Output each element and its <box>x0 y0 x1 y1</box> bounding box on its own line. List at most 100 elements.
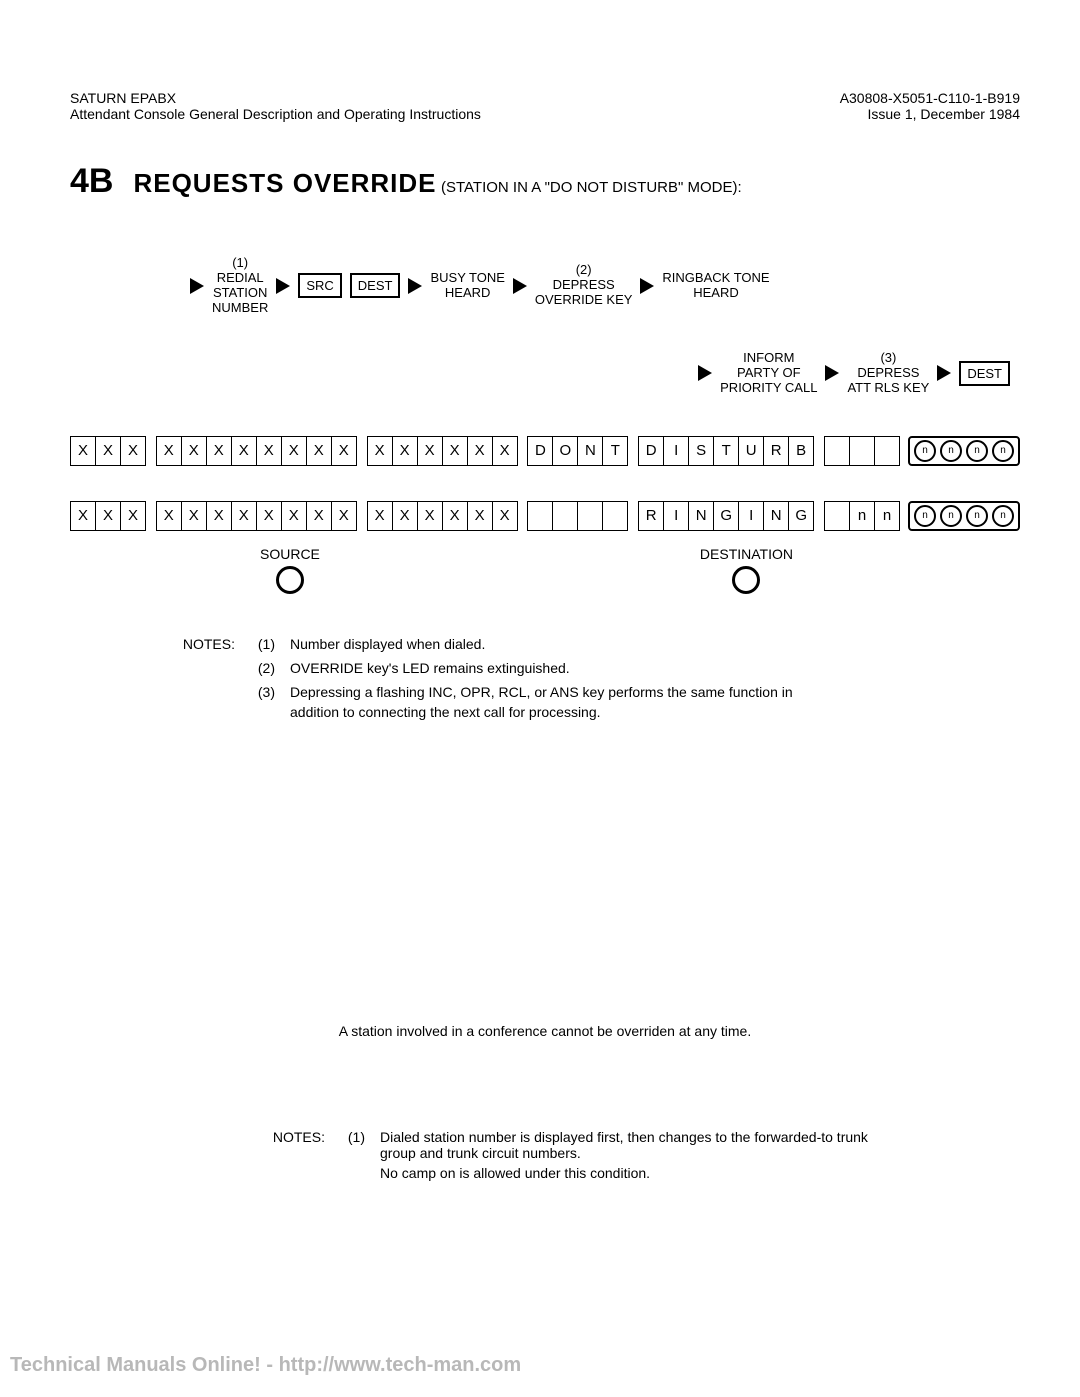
note-number <box>340 1165 365 1181</box>
step2-num: (2) <box>535 263 633 278</box>
watermark-text: Technical Manuals Online! - http://www.t… <box>10 1354 521 1377</box>
mid-note: A station involved in a conference canno… <box>70 1023 1020 1039</box>
display-cell: O <box>552 436 577 466</box>
display-cell: X <box>231 436 256 466</box>
display-cell: X <box>417 436 442 466</box>
display-cell: X <box>442 501 467 531</box>
display-cell: X <box>256 501 281 531</box>
arrow-icon <box>825 365 839 381</box>
source-label: SOURCE <box>260 546 320 562</box>
display-cell: X <box>306 501 331 531</box>
header-left-2: Attendant Console General Description an… <box>70 106 481 122</box>
display-cell: X <box>492 501 518 531</box>
footer-notes: NOTES:(1)Dialed station number is displa… <box>255 1129 1020 1181</box>
step3-l2: ATT RLS KEY <box>847 381 929 396</box>
lamp-icon: n <box>914 440 936 462</box>
dest-box-2: DEST <box>959 361 1010 386</box>
display-cell: X <box>331 501 357 531</box>
note-number: (1) <box>340 1129 365 1161</box>
display-cell: I <box>663 501 688 531</box>
step1-num: (1) <box>212 256 268 271</box>
section-title: REQUESTS OVERRIDE <box>133 168 436 198</box>
display-cell: G <box>713 501 738 531</box>
display-cell: X <box>95 501 120 531</box>
lamp-icon: n <box>966 440 988 462</box>
header-left-1: SATURN EPABX <box>70 90 481 106</box>
display-cell: X <box>492 436 518 466</box>
inform-l2: PARTY OF <box>720 366 817 381</box>
busy-l2: HEARD <box>430 286 504 301</box>
arrow-icon <box>190 278 204 294</box>
ring-l1: RINGBACK TONE <box>662 271 769 286</box>
display-cell: X <box>181 436 206 466</box>
display-cell: X <box>467 436 492 466</box>
display-cell: X <box>206 436 231 466</box>
notes-label <box>255 1165 325 1181</box>
arrow-icon <box>408 278 422 294</box>
display-cell: X <box>281 436 306 466</box>
note-text: Depressing a flashing INC, OPR, RCL, or … <box>290 682 810 723</box>
step2-l2: OVERRIDE KEY <box>535 293 633 308</box>
section-number: 4B <box>70 162 113 201</box>
busy-l1: BUSY TONE <box>430 271 504 286</box>
display-cell: R <box>763 436 788 466</box>
notes-label <box>165 658 235 678</box>
header-right-1: A30808-X5051-C110-1-B919 <box>840 90 1020 106</box>
lamp-group: nnnn <box>908 501 1020 531</box>
page-header: SATURN EPABX Attendant Console General D… <box>70 90 1020 122</box>
display-cell: X <box>392 436 417 466</box>
note-text: No camp on is allowed under this conditi… <box>380 1165 900 1181</box>
destination-indicator-icon <box>732 566 760 594</box>
section-title-row: 4B REQUESTS OVERRIDE (STATION IN A "DO N… <box>70 162 1020 201</box>
display-cell: D <box>527 436 552 466</box>
display-cell: X <box>306 436 331 466</box>
note-number: (1) <box>250 634 275 654</box>
step1-l2: STATION <box>212 286 268 301</box>
note-text: Dialed station number is displayed first… <box>380 1129 900 1161</box>
inform-l1: INFORM <box>720 351 817 366</box>
arrow-icon <box>937 365 951 381</box>
display-cell: N <box>688 501 713 531</box>
display-cell <box>602 501 628 531</box>
display-cell: X <box>206 501 231 531</box>
display-row-1: XXXXXXXXXXXXXXXXXDONTDISTURBnnnn <box>70 436 1020 466</box>
display-cell: X <box>281 501 306 531</box>
display-cell: X <box>417 501 442 531</box>
display-cell: n <box>874 501 900 531</box>
step3-l1: DEPRESS <box>847 366 929 381</box>
step1-l3: NUMBER <box>212 301 268 316</box>
display-cell: X <box>120 501 146 531</box>
display-cell <box>824 436 849 466</box>
display-cell: X <box>367 436 392 466</box>
display-cell <box>577 501 602 531</box>
display-cell: X <box>120 436 146 466</box>
display-cell: N <box>763 501 788 531</box>
notes-block: NOTES:(1)Number displayed when dialed.(2… <box>165 634 1020 723</box>
display-cell: G <box>788 501 814 531</box>
destination-label: DESTINATION <box>700 546 793 562</box>
flow-diagram: (1) REDIAL STATION NUMBER SRC DEST BUSY … <box>190 256 1020 396</box>
display-cell: N <box>577 436 602 466</box>
display-cell: X <box>467 501 492 531</box>
display-cell: X <box>156 436 181 466</box>
display-block: XXXXXXXXXXXXXXXXXDONTDISTURBnnnn XXXXXXX… <box>70 436 1020 594</box>
lamp-icon: n <box>914 505 936 527</box>
arrow-icon <box>640 278 654 294</box>
lamp-group: nnnn <box>908 436 1020 466</box>
display-cell: X <box>256 436 281 466</box>
display-cell: X <box>231 501 256 531</box>
display-cell: T <box>713 436 738 466</box>
arrow-icon <box>276 278 290 294</box>
arrow-icon <box>513 278 527 294</box>
notes-label <box>165 682 235 723</box>
display-cell: U <box>738 436 763 466</box>
lamp-icon: n <box>940 440 962 462</box>
note-number: (3) <box>250 682 275 723</box>
step3-num: (3) <box>847 351 929 366</box>
display-cell <box>849 436 874 466</box>
ring-l2: HEARD <box>662 286 769 301</box>
dest-box: DEST <box>350 273 401 298</box>
section-subtitle: (STATION IN A "DO NOT DISTURB" MODE): <box>441 179 742 196</box>
display-cell: X <box>156 501 181 531</box>
display-cell: D <box>638 436 663 466</box>
